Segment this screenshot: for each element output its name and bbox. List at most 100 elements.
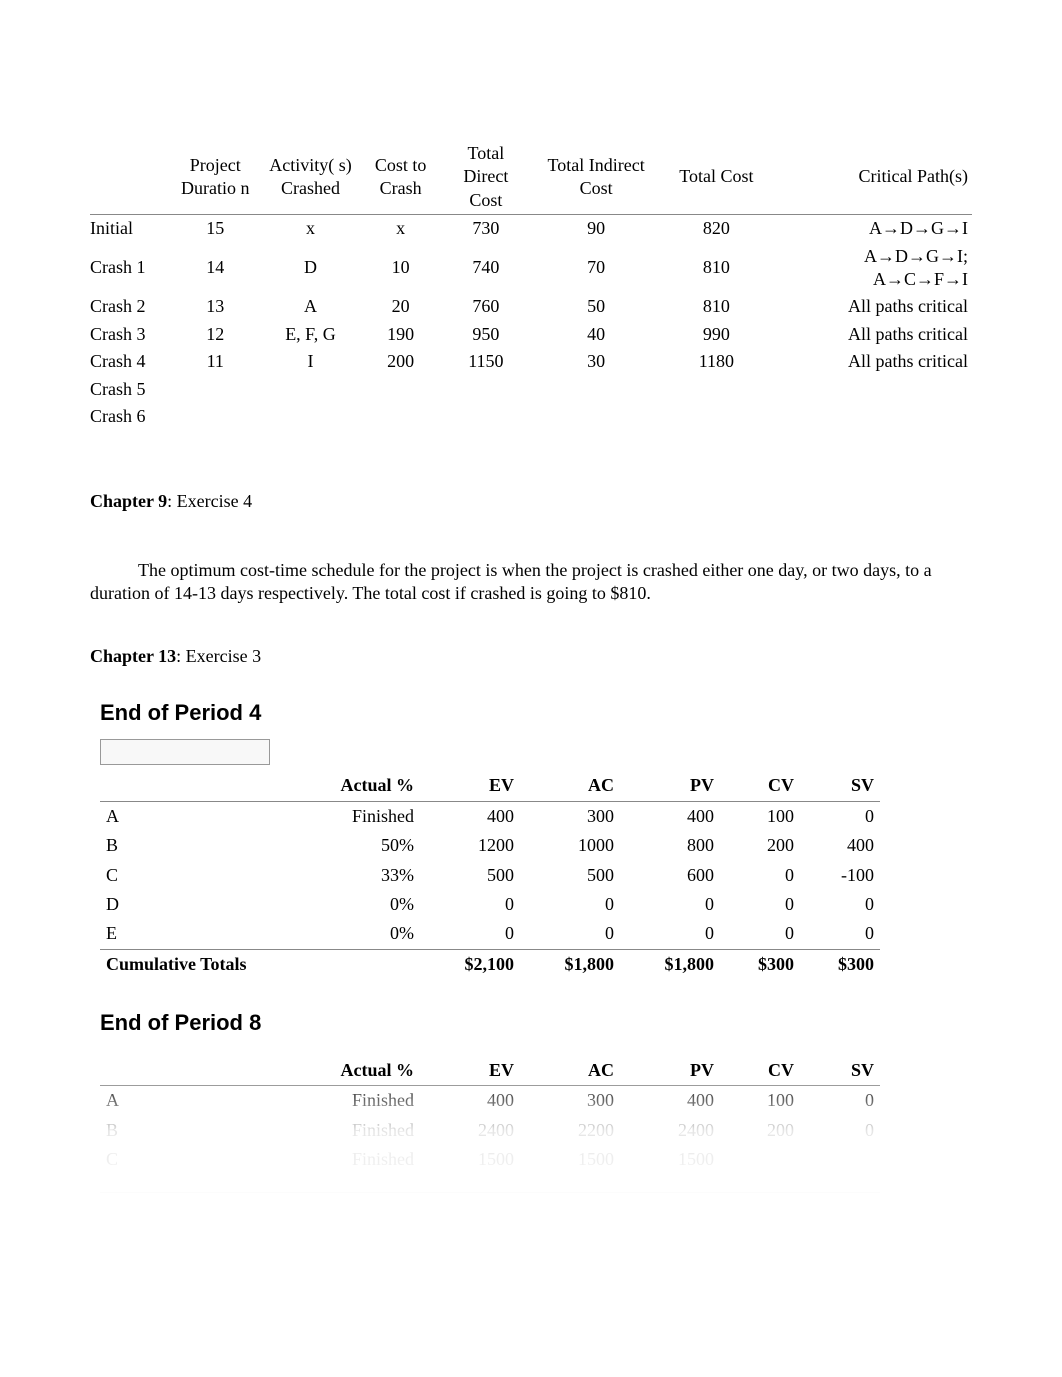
pv-cell: 0 [620,890,720,919]
duration-cell: 15 [170,215,260,243]
total-cell: 820 [661,215,771,243]
period8-title: End of Period 8 [100,1009,972,1038]
period-row: D0%00000 [100,890,880,919]
critical-cell: All paths critical [772,293,973,320]
period-row: AFinished4003004001000 [100,801,880,831]
p8-col-task [100,1056,300,1086]
period8-grid: Actual % EV AC PV CV SV AFinished4003004… [100,1056,880,1215]
direct-cell: 730 [441,215,531,243]
crash-table-row: Crash 411I2001150301180All paths critica… [90,348,972,375]
total-cell [661,376,771,403]
chapter13-bold: Chapter 13 [90,646,176,666]
period-row: E0%00000 [100,919,880,949]
period4-grid: Actual % EV AC PV CV SV AFinished4003004… [100,771,880,979]
p4-col-ac: AC [520,771,620,801]
ac-cell: 500 [520,861,620,890]
cv-cell: 0 [720,890,800,919]
crash-table-header-row: Project Duratio n Activity( s) Crashed C… [90,140,972,215]
ev-cell: 2400 [420,1116,520,1145]
pv-cell: 1500 [620,1145,720,1174]
actual-cell: Finished [300,801,420,831]
ev-cell: 400 [420,1086,520,1116]
task-cell: B [100,1116,300,1145]
critical-cell: All paths critical [772,348,973,375]
cum-ev: $2,100 [420,949,520,979]
critical-cell [772,376,973,403]
direct-cell: 740 [441,243,531,294]
chapter9-rest: : Exercise 4 [167,491,252,511]
task-cell: C [100,1145,300,1174]
critical-cell: A→D→G→I [772,215,973,243]
cv-cell: 0 [720,861,800,890]
total-cell: 990 [661,321,771,348]
total-cell: 1180 [661,348,771,375]
crash-table-grid: Project Duratio n Activity( s) Crashed C… [90,140,972,430]
critical-cell [772,403,973,430]
crash-table-row: Crash 312E, F, G19095040990All paths cri… [90,321,972,348]
col-activity: Activity( s) Crashed [260,140,360,215]
stage-cell: Crash 1 [90,243,170,294]
sv-cell: 0 [800,1086,880,1116]
optimum-paragraph: The optimum cost-time schedule for the p… [90,559,972,606]
duration-cell: 14 [170,243,260,294]
costcrash-cell: x [361,215,441,243]
ac-cell: 1000 [520,831,620,860]
cum-cv: $300 [720,949,800,979]
actual-cell: 0% [300,890,420,919]
cumulative-row [100,1193,880,1215]
period-row: C33%5005006000-100 [100,861,880,890]
ev-cell: 400 [420,801,520,831]
cv-cell: 200 [720,1116,800,1145]
chapter9-bold: Chapter 9 [90,491,167,511]
col-indirect: Total Indirect Cost [531,140,661,215]
ac-cell: 0 [520,919,620,949]
crash-table: Project Duratio n Activity( s) Crashed C… [90,140,972,430]
ev-cell: 500 [420,861,520,890]
sv-cell: 0 [800,919,880,949]
ev-cell: 1500 [420,1145,520,1174]
period4-title: End of Period 4 [100,699,972,728]
cum-ac: $1,800 [520,949,620,979]
period-row: BFinished2400220024002000 [100,1116,880,1145]
col-total: Total Cost [661,140,771,215]
ac-cell: 2200 [520,1116,620,1145]
duration-cell: 12 [170,321,260,348]
p4-col-task [100,771,300,801]
duration-cell: 13 [170,293,260,320]
p8-col-actual: Actual % [300,1056,420,1086]
sv-cell [800,1145,880,1174]
activity-cell [260,376,360,403]
indirect-cell: 40 [531,321,661,348]
cum-pv: $1,800 [620,949,720,979]
activity-cell: I [260,348,360,375]
costcrash-cell [361,376,441,403]
task-cell: B [100,831,300,860]
col-critical: Critical Path(s) [772,140,973,215]
activity-cell [260,403,360,430]
stage-cell: Crash 4 [90,348,170,375]
ev-cell: 0 [420,919,520,949]
total-cell [661,403,771,430]
crash-table-row: Crash 6 [90,403,972,430]
crash-table-row: Initial15xx73090820A→D→G→I [90,215,972,243]
actual-cell: Finished [300,1086,420,1116]
col-direct: Total Direct Cost [441,140,531,215]
col-cost-crash: Cost to Crash [361,140,441,215]
pv-cell: 400 [620,1086,720,1116]
costcrash-cell: 190 [361,321,441,348]
crash-table-row: Crash 114D1074070810A→D→G→I; A→C→F→I [90,243,972,294]
col-duration: Project Duratio n [170,140,260,215]
task-cell: C [100,861,300,890]
ac-cell: 300 [520,1086,620,1116]
activity-cell: A [260,293,360,320]
ev-cell: 1200 [420,831,520,860]
p8-col-cv: CV [720,1056,800,1086]
cum-actual [300,949,420,979]
sv-cell: -100 [800,861,880,890]
critical-cell: All paths critical [772,321,973,348]
indirect-cell: 90 [531,215,661,243]
indirect-cell [531,376,661,403]
actual-cell: 50% [300,831,420,860]
cum-label: Cumulative Totals [100,949,300,979]
p4-col-pv: PV [620,771,720,801]
